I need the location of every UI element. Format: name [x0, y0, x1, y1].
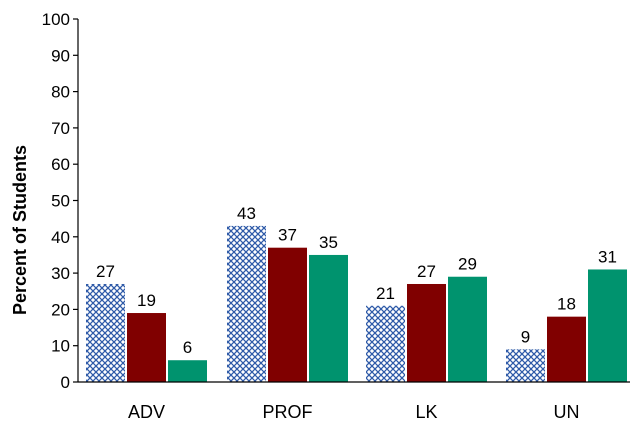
bar-un-series-2 — [547, 316, 586, 382]
bar-adv-series-3 — [168, 360, 207, 382]
y-tick-label: 100 — [42, 10, 70, 29]
y-tick-label: 90 — [51, 46, 70, 65]
bar-adv-series-2 — [127, 313, 166, 382]
y-tick-label: 70 — [51, 119, 70, 138]
data-label-adv-series-2: 19 — [137, 291, 156, 310]
bars — [86, 225, 627, 382]
y-tick-label: 40 — [51, 228, 70, 247]
data-labels: 27 19 6 43 37 35 21 27 29 9 18 31 — [96, 204, 617, 357]
data-label-prof-series-2: 37 — [278, 226, 297, 245]
y-tick-label: 20 — [51, 300, 70, 319]
y-axis-title: Percent of Students — [10, 145, 30, 315]
data-label-un-series-3: 31 — [598, 247, 617, 266]
data-label-prof-series-3: 35 — [319, 233, 338, 252]
y-tick-label: 30 — [51, 264, 70, 283]
y-axis-ticks: 0 10 20 30 40 50 60 70 80 90 100 — [42, 10, 78, 392]
y-tick-label: 0 — [61, 373, 70, 392]
data-label-lk-series-1: 21 — [376, 284, 395, 303]
bar-prof-series-3 — [309, 254, 348, 382]
data-label-adv-series-3: 6 — [183, 338, 192, 357]
bar-prof-series-1 — [227, 225, 266, 382]
y-tick-label: 10 — [51, 337, 70, 356]
category-label-prof: PROF — [262, 402, 312, 422]
data-label-prof-series-1: 43 — [237, 204, 256, 223]
category-label-lk: LK — [415, 402, 437, 422]
data-label-lk-series-2: 27 — [417, 262, 436, 281]
bar-un-series-3 — [588, 269, 627, 382]
data-label-lk-series-3: 29 — [458, 255, 477, 274]
bar-lk-series-1 — [366, 305, 405, 382]
y-tick-label: 80 — [51, 83, 70, 102]
bar-lk-series-2 — [407, 283, 446, 382]
category-labels: ADV PROF LK UN — [128, 402, 580, 422]
bar-lk-series-3 — [448, 276, 487, 382]
category-label-un: UN — [554, 402, 580, 422]
bar-adv-series-1 — [86, 283, 125, 382]
bar-prof-series-2 — [268, 247, 307, 382]
y-tick-label: 60 — [51, 155, 70, 174]
data-label-un-series-2: 18 — [557, 295, 576, 314]
data-label-adv-series-1: 27 — [96, 262, 115, 281]
bar-un-series-1 — [506, 349, 545, 382]
data-label-un-series-1: 9 — [521, 327, 530, 346]
category-label-adv: ADV — [128, 402, 165, 422]
y-tick-label: 50 — [51, 192, 70, 211]
